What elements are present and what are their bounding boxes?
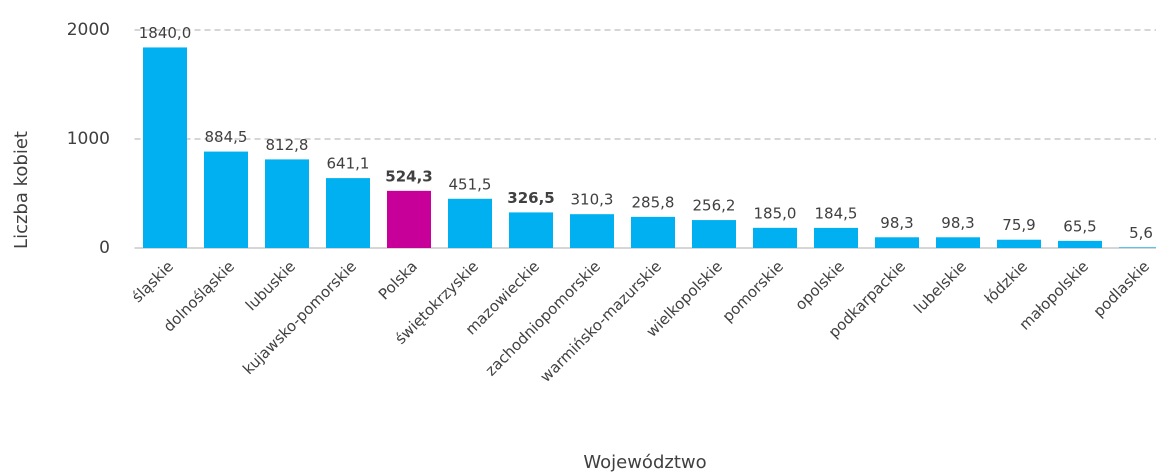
x-axis-title: Województwo: [583, 452, 706, 473]
y-tick-label: 1000: [67, 129, 110, 149]
value-label: 65,5: [1063, 217, 1096, 235]
bar: [204, 151, 248, 248]
value-label: 75,9: [1002, 216, 1035, 234]
value-label: 98,3: [880, 214, 913, 232]
x-tick-label: lubuskie: [242, 257, 299, 314]
bar: [753, 227, 797, 248]
value-label: 184,5: [815, 204, 858, 222]
bar: [143, 47, 187, 248]
value-label: 326,5: [507, 189, 554, 207]
x-tick-label: kujawsko-pomorskie: [239, 257, 360, 378]
y-axis-title: Liczba kobiet: [11, 131, 32, 249]
value-label: 451,5: [449, 175, 492, 193]
x-tick-label: podlaskie: [1090, 257, 1153, 320]
x-tick-label: lubelskie: [910, 257, 970, 317]
value-label: 524,3: [385, 167, 432, 185]
value-label: 884,5: [205, 128, 248, 146]
bar: [1058, 240, 1102, 248]
bar: [997, 239, 1041, 248]
bar: [936, 237, 980, 248]
bar: [1119, 247, 1156, 248]
x-tick-label: śląskie: [128, 257, 177, 306]
value-label: 185,0: [754, 204, 797, 222]
value-label: 1840,0: [139, 24, 192, 42]
bar: [265, 159, 309, 248]
bar: [875, 237, 919, 248]
bar: [692, 220, 736, 248]
value-label: 5,6: [1129, 224, 1153, 242]
x-tick-label: Polska: [375, 257, 421, 303]
value-label: 256,2: [693, 197, 736, 215]
x-tick-label: warmińsko-mazurskie: [537, 257, 666, 386]
x-tick-label: opolskie: [791, 257, 848, 314]
bar: [570, 214, 614, 248]
value-label: 812,8: [266, 136, 309, 154]
bar: [448, 198, 492, 248]
bar: [509, 212, 553, 248]
value-label: 310,3: [571, 191, 614, 209]
value-label: 285,8: [632, 193, 675, 211]
value-label: 98,3: [941, 214, 974, 232]
value-label: 641,1: [327, 155, 370, 173]
x-tick-label: łódzkie: [981, 257, 1031, 307]
x-tick-label: zachodniopomorskie: [482, 257, 604, 379]
bar: [814, 227, 858, 248]
y-tick-label: 2000: [67, 20, 110, 40]
bar: [387, 190, 431, 248]
bar: [631, 216, 675, 248]
y-tick-label: 0: [99, 238, 110, 258]
x-tick-label: pomorskie: [719, 257, 787, 325]
bar: [326, 178, 370, 248]
